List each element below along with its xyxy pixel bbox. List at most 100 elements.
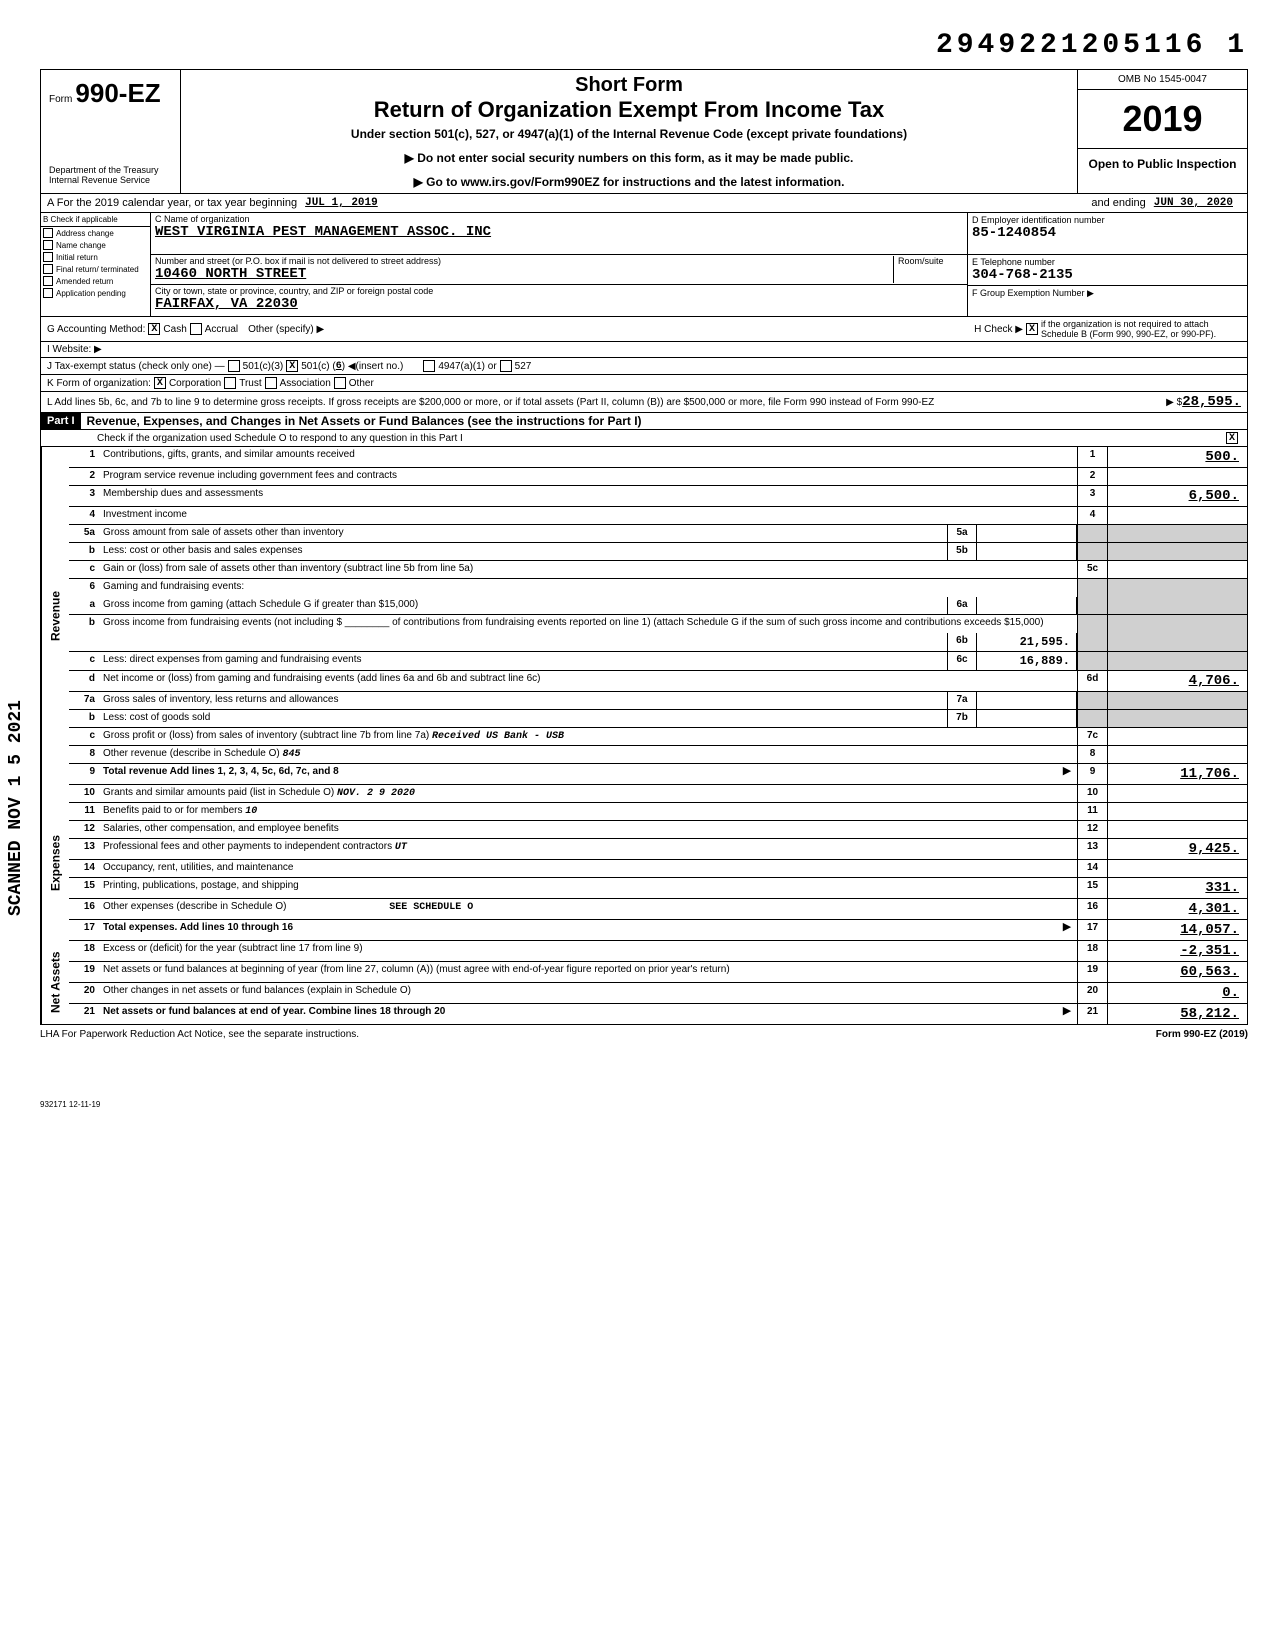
part-i-check: Check if the organization used Schedule … xyxy=(40,430,1248,447)
k-trust-checkbox[interactable] xyxy=(224,377,236,389)
room-label: Room/suite xyxy=(898,256,963,266)
net-assets-side-label: Net Assets xyxy=(41,941,69,1024)
check-address[interactable]: Address change xyxy=(41,227,150,239)
section-bcdef: B Check if applicable Address change Nam… xyxy=(40,213,1248,317)
f-label: F Group Exemption Number ▶ xyxy=(972,288,1243,299)
line-19-amt: 60,563. xyxy=(1107,962,1247,982)
line-4-amt xyxy=(1107,507,1247,524)
j-501c-end: ) ◀(insert no.) xyxy=(342,361,404,372)
check-header: B Check if applicable xyxy=(41,213,150,227)
k-corp-checkbox[interactable]: X xyxy=(154,377,166,389)
line-14-text: Occupancy, rent, utilities, and maintena… xyxy=(99,860,1077,877)
line-16-text: Other expenses (describe in Schedule O) xyxy=(103,901,286,912)
line-3-text: Membership dues and assessments xyxy=(99,486,1077,506)
h-label: H Check ▶ xyxy=(974,324,1023,335)
part-i-title: Revenue, Expenses, and Changes in Net As… xyxy=(81,414,642,428)
j-501c3: 501(c)(3) xyxy=(243,361,284,372)
j-501c-checkbox[interactable]: X xyxy=(286,360,298,372)
part-i-checkbox[interactable]: X xyxy=(1226,432,1238,444)
line-5a-text: Gross amount from sale of assets other t… xyxy=(99,525,947,542)
line-2-text: Program service revenue including govern… xyxy=(99,468,1077,485)
k-assoc: Association xyxy=(280,378,331,389)
lha-notice: LHA For Paperwork Reduction Act Notice, … xyxy=(40,1029,359,1040)
accrual-checkbox[interactable] xyxy=(190,323,202,335)
line-21-text: Net assets or fund balances at end of ye… xyxy=(103,1006,445,1017)
form-header: Form 990-EZ Department of the Treasury I… xyxy=(40,69,1248,194)
k-trust: Trust xyxy=(239,378,261,389)
j-4947-checkbox[interactable] xyxy=(423,360,435,372)
line-5b-text: Less: cost or other basis and sales expe… xyxy=(99,543,947,560)
c-label: C Name of organization xyxy=(155,214,963,224)
form-reference: Form 990-EZ (2019) xyxy=(1156,1029,1248,1040)
check-name[interactable]: Name change xyxy=(41,239,150,251)
g-accrual: Accrual xyxy=(205,324,238,335)
line-11-text: Benefits paid to or for members xyxy=(103,805,243,816)
l-amount: 28,595. xyxy=(1182,394,1241,410)
city-state-zip: FAIRFAX, VA 22030 xyxy=(155,296,963,312)
line-13-amt: 9,425. xyxy=(1107,839,1247,859)
line-5a-mid xyxy=(977,525,1077,542)
j-4947: 4947(a)(1) or xyxy=(438,361,496,372)
return-title: Return of Organization Exempt From Incom… xyxy=(189,97,1069,123)
page-footer: LHA For Paperwork Reduction Act Notice, … xyxy=(40,1029,1248,1040)
l-arrow: ▶ $ xyxy=(1166,397,1182,408)
line-j: J Tax-exempt status (check only one) — 5… xyxy=(40,358,1248,375)
h-checkbox[interactable]: X xyxy=(1026,323,1038,335)
check-pending[interactable]: Application pending xyxy=(41,287,150,299)
line-l: L Add lines 5b, 6c, and 7b to line 9 to … xyxy=(40,392,1248,413)
line-4-text: Investment income xyxy=(99,507,1077,524)
line-9-arrow: ▶ xyxy=(1057,764,1077,784)
line-6c-mid: 16,889. xyxy=(977,652,1077,670)
k-other: Other xyxy=(349,378,374,389)
scan-stamp: SCANNED NOV 1 5 2021 xyxy=(6,700,26,916)
line-a: A For the 2019 calendar year, or tax yea… xyxy=(40,194,1248,213)
line-11-amt xyxy=(1107,803,1247,820)
line-15-text: Printing, publications, postage, and shi… xyxy=(99,878,1077,898)
line-8-amt xyxy=(1107,746,1247,763)
tax-year-end: JUN 30, 2020 xyxy=(1146,197,1241,209)
street-address: 10460 NORTH STREET xyxy=(155,266,893,282)
line-19-text: Net assets or fund balances at beginning… xyxy=(99,962,1077,982)
line-8-text: Other revenue (describe in Schedule O) xyxy=(103,748,280,759)
line-9-amt: 11,706. xyxy=(1107,764,1247,784)
k-assoc-checkbox[interactable] xyxy=(265,377,277,389)
line-10-amt xyxy=(1107,785,1247,802)
line-15-amt: 331. xyxy=(1107,878,1247,898)
cash-checkbox[interactable]: X xyxy=(148,323,160,335)
line-16-amt: 4,301. xyxy=(1107,899,1247,919)
line-6b-text2: of contributions from fundraising events… xyxy=(392,617,1043,628)
net-assets-section: Net Assets 18Excess or (deficit) for the… xyxy=(40,941,1248,1025)
line-21-arrow: ▶ xyxy=(1057,1004,1077,1024)
line-5b-mid xyxy=(977,543,1077,560)
short-form-title: Short Form xyxy=(189,74,1069,97)
line-5c-text: Gain or (loss) from sale of assets other… xyxy=(99,561,1077,578)
line-21-amt: 58,212. xyxy=(1107,1004,1247,1024)
expenses-section: Expenses 10Grants and similar amounts pa… xyxy=(40,785,1248,941)
check-initial[interactable]: Initial return xyxy=(41,251,150,263)
k-label: K Form of organization: xyxy=(47,378,151,389)
line-7c-amt xyxy=(1107,728,1247,745)
d-label: D Employer identification number xyxy=(972,215,1243,225)
line-12-amt xyxy=(1107,821,1247,838)
line-18-amt: -2,351. xyxy=(1107,941,1247,961)
k-other-checkbox[interactable] xyxy=(334,377,346,389)
j-501c3-checkbox[interactable] xyxy=(228,360,240,372)
j-527-checkbox[interactable] xyxy=(500,360,512,372)
ssn-warning: ▶ Do not enter social security numbers o… xyxy=(189,151,1069,165)
line-16-note: SEE SCHEDULE O xyxy=(389,902,473,913)
revenue-section: Revenue 1Contributions, gifts, grants, a… xyxy=(40,447,1248,785)
line-13-text: Professional fees and other payments to … xyxy=(103,841,392,852)
j-501c: 501(c) ( xyxy=(301,361,335,372)
revenue-side-label: Revenue xyxy=(41,447,69,785)
check-amended[interactable]: Amended return xyxy=(41,275,150,287)
line-3-amt: 6,500. xyxy=(1107,486,1247,506)
stamp-10: 10 xyxy=(245,806,257,817)
form-prefix: Form xyxy=(49,94,72,105)
line-7b-text: Less: cost of goods sold xyxy=(99,710,947,727)
j-527: 527 xyxy=(515,361,532,372)
expenses-side-label: Expenses xyxy=(41,785,69,941)
check-final[interactable]: Final return/ terminated xyxy=(41,263,150,275)
j-label: J Tax-exempt status (check only one) — xyxy=(47,361,225,372)
line-7a-mid xyxy=(977,692,1077,709)
line-6b-mid: 21,595. xyxy=(977,633,1077,651)
